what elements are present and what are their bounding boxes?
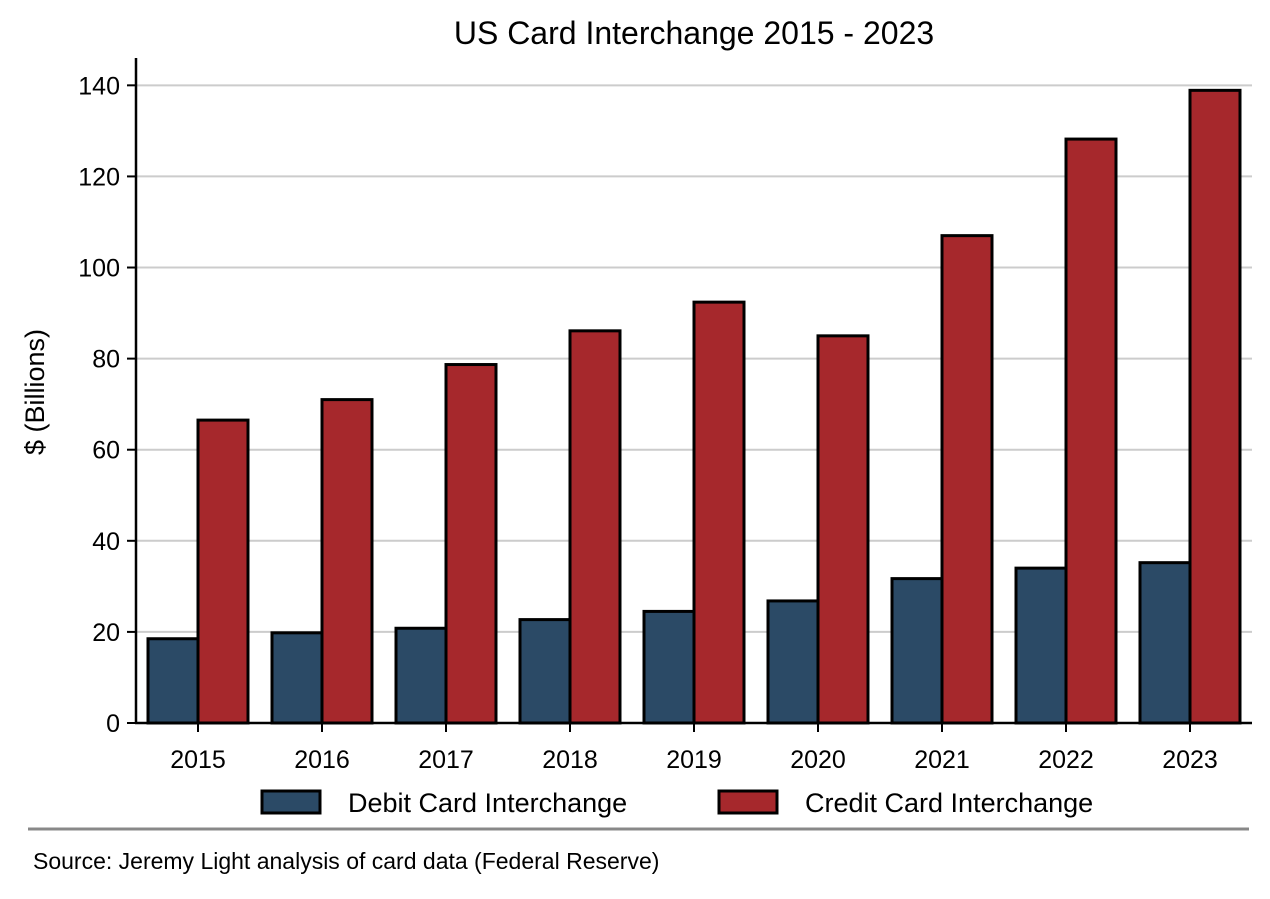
x-tick-label: 2021 xyxy=(914,746,970,774)
x-tick-label: 2019 xyxy=(666,746,722,774)
x-tick-label: 2023 xyxy=(1162,746,1218,774)
legend-label-debit: Debit Card Interchange xyxy=(348,788,627,818)
bar-credit-2016 xyxy=(320,398,374,725)
legend-swatch-debit xyxy=(260,789,322,815)
x-tick-label: 2018 xyxy=(542,746,598,774)
legend-swatch-credit xyxy=(717,789,779,815)
y-tick-label: 80 xyxy=(92,346,120,374)
y-axis-label: $ (Billions) xyxy=(20,329,50,455)
bar-credit-2022 xyxy=(1064,137,1118,725)
bar-credit-2021 xyxy=(940,234,994,725)
bar-debit-2021 xyxy=(890,577,944,725)
axes: 0 20 40 60 80 100 120 140 2015 2016 2017 2018 2019 20… xyxy=(78,58,1252,774)
y-tick-label: 100 xyxy=(78,255,120,283)
source-note: Source: Jeremy Light analysis of card da… xyxy=(33,848,660,874)
bars xyxy=(146,88,1242,725)
bar-debit-2022 xyxy=(1014,566,1068,725)
bar-credit-2018 xyxy=(568,329,622,725)
bar-debit-2018 xyxy=(518,618,572,725)
x-tick-label: 2020 xyxy=(790,746,846,774)
bar-credit-2019 xyxy=(692,300,746,725)
bar-credit-2020 xyxy=(816,334,870,725)
legend: Debit Card Interchange Credit Card Interc… xyxy=(260,788,1093,818)
chart-title: US Card Interchange 2015 - 2023 xyxy=(454,15,934,51)
bar-debit-2017 xyxy=(394,626,448,725)
y-tick-label: 120 xyxy=(78,163,120,191)
y-tick-label: 40 xyxy=(92,528,120,556)
bar-debit-2019 xyxy=(642,609,696,725)
x-tick-label: 2016 xyxy=(294,746,350,774)
x-tick-label: 2015 xyxy=(170,746,226,774)
x-tick-label: 2022 xyxy=(1038,746,1094,774)
bar-credit-2017 xyxy=(444,363,498,725)
y-tick-label: 20 xyxy=(92,619,120,647)
y-tick-label: 140 xyxy=(78,72,120,100)
bar-debit-2016 xyxy=(270,631,324,725)
bar-debit-2023 xyxy=(1138,561,1192,725)
bar-debit-2015 xyxy=(146,637,200,725)
y-tick-label: 60 xyxy=(92,437,120,465)
bar-debit-2020 xyxy=(766,599,820,725)
bar-credit-2023 xyxy=(1188,88,1242,725)
legend-label-credit: Credit Card Interchange xyxy=(805,788,1093,818)
x-tick-label: 2017 xyxy=(418,746,474,774)
y-tick-label: 0 xyxy=(106,710,120,738)
bar-credit-2015 xyxy=(196,418,250,725)
